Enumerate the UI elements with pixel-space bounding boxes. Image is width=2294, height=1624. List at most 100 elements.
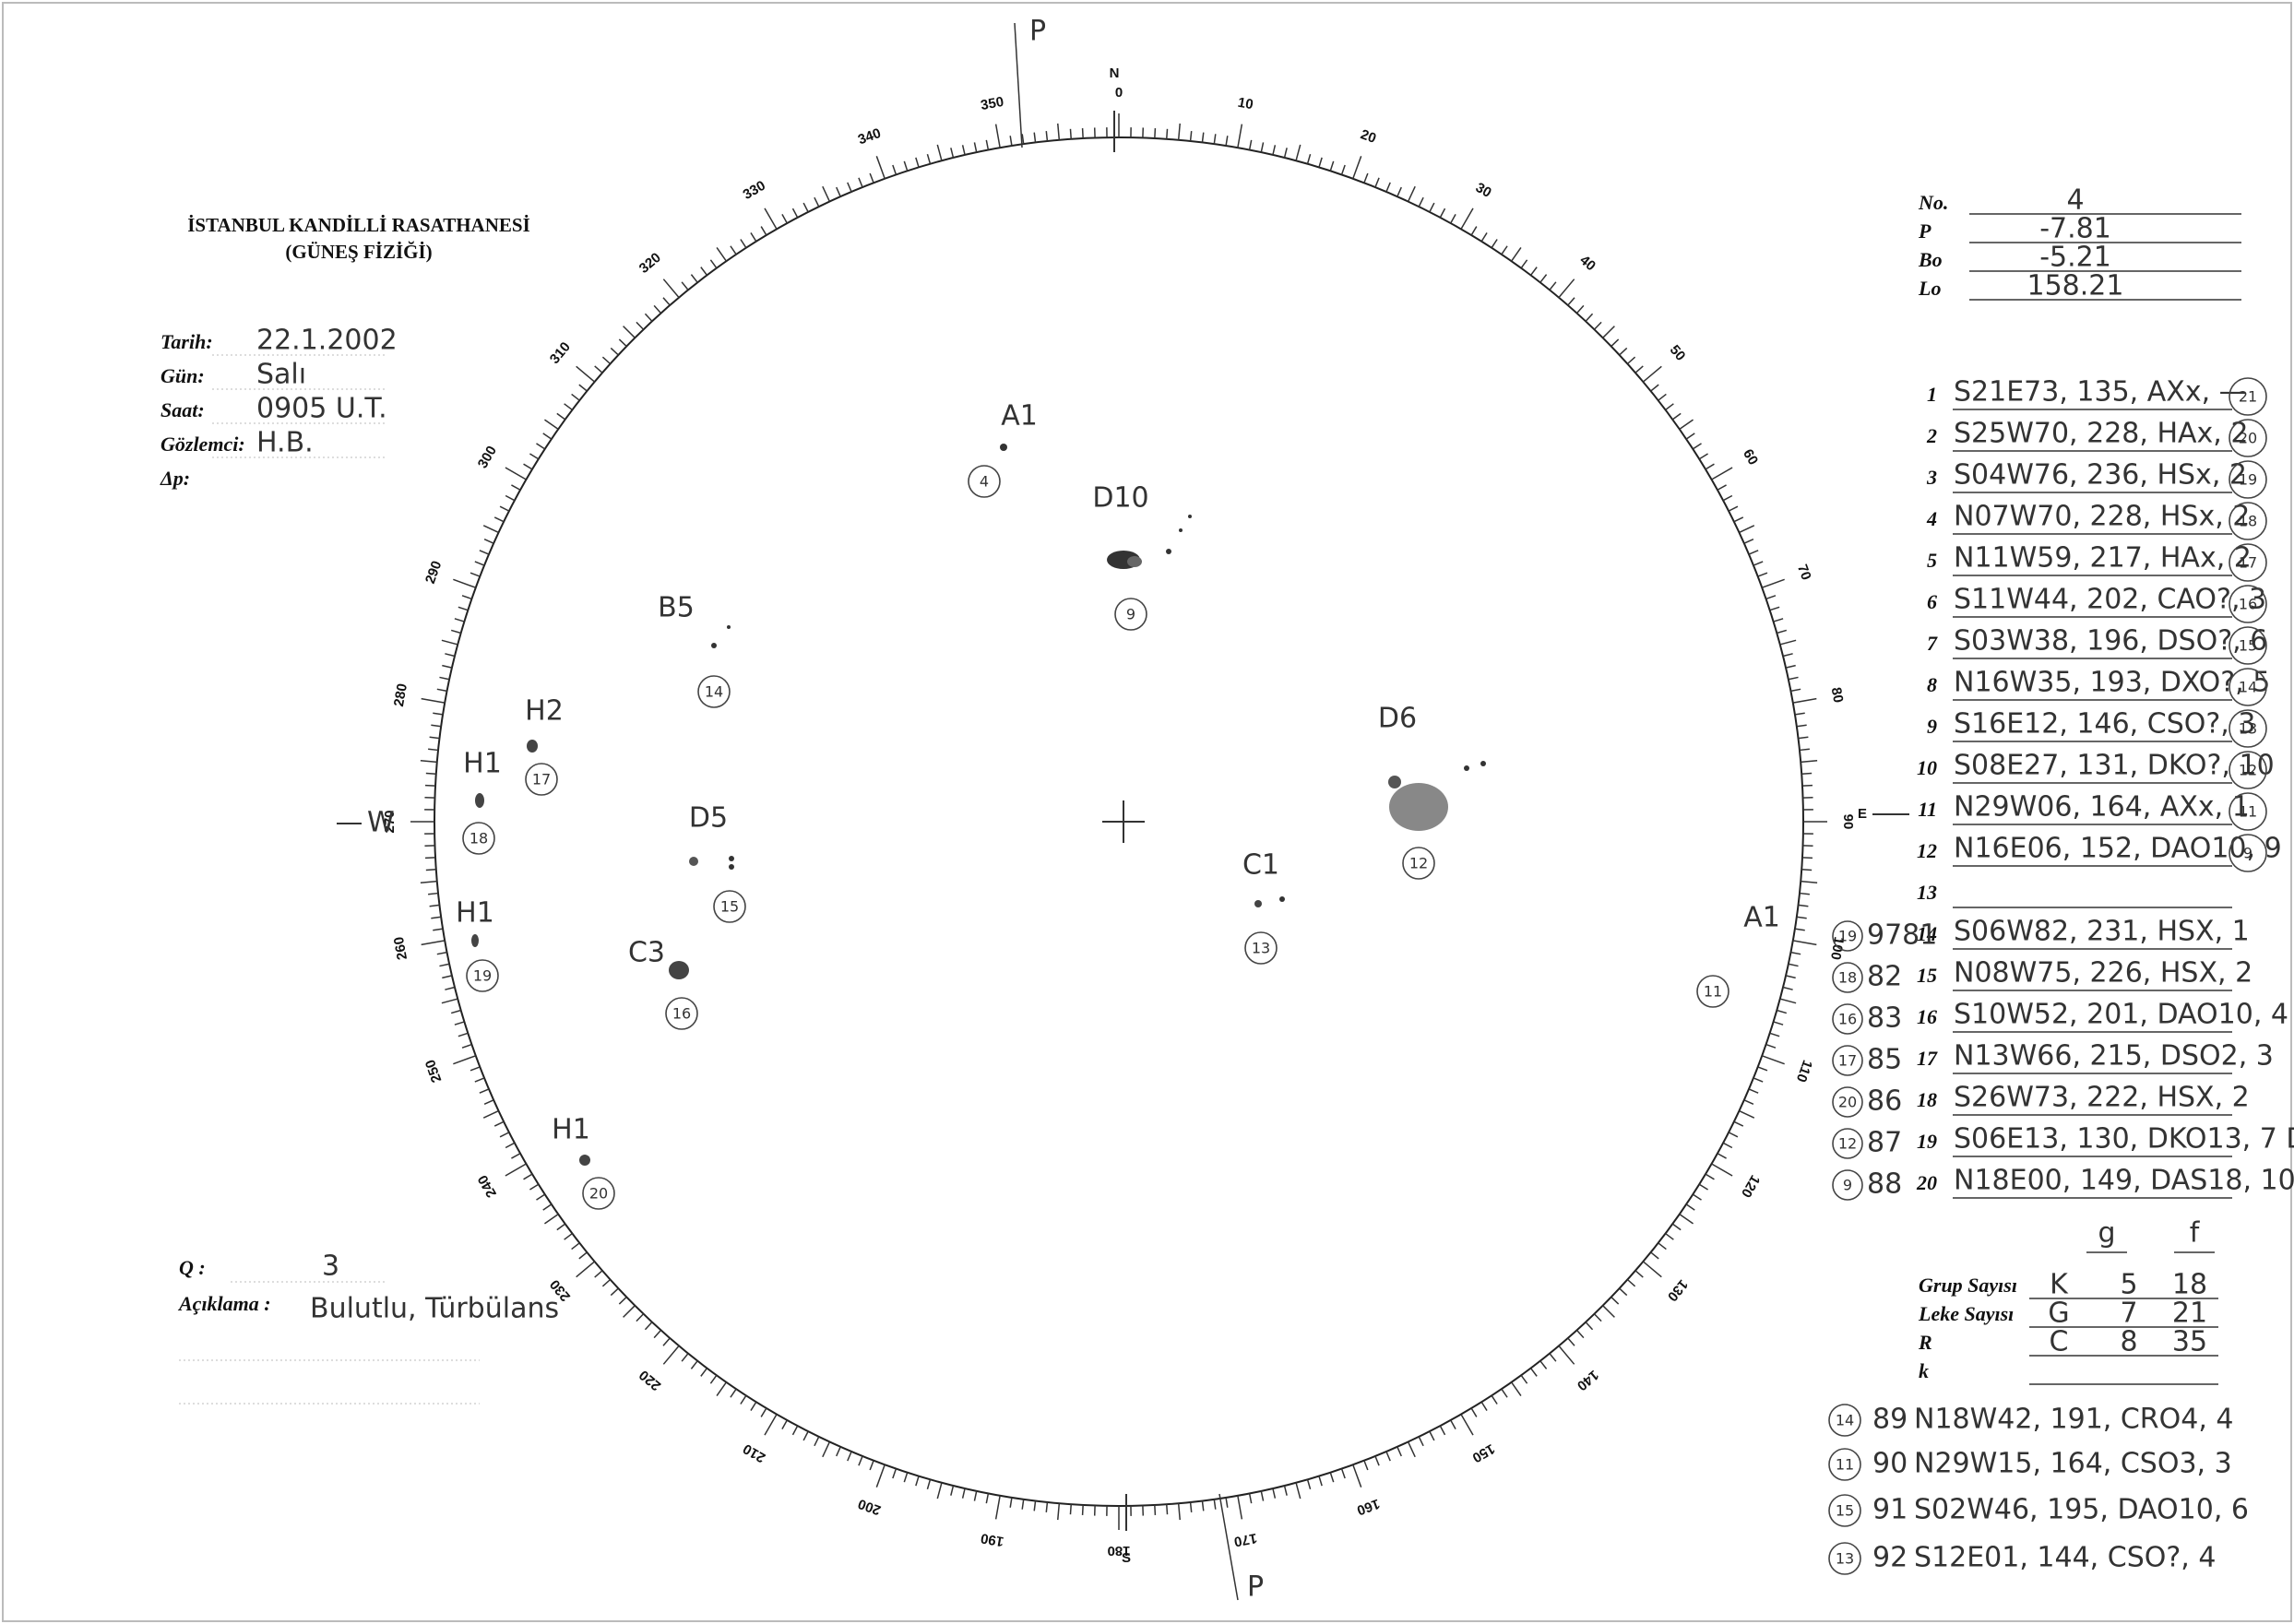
quality-label: Q :	[179, 1256, 206, 1279]
dial-tick	[571, 393, 580, 401]
circled-number	[1832, 1045, 1863, 1076]
dial-tick	[1491, 239, 1498, 249]
sunspot	[1389, 783, 1448, 831]
dial-tick	[429, 904, 440, 907]
dial-tick	[1799, 892, 1810, 895]
circled-number-text: 11	[1704, 983, 1722, 1001]
dial-tick	[445, 986, 456, 990]
dial-tick	[458, 1032, 469, 1037]
sunspot	[527, 740, 538, 753]
dial-tick	[1306, 153, 1312, 164]
circled-number	[1832, 920, 1863, 952]
dial-label: 190	[980, 1530, 1005, 1549]
dial-tick	[1558, 279, 1575, 299]
dial-tick	[425, 772, 436, 775]
count-label: k	[1919, 1359, 1929, 1382]
dial-tick	[1698, 1183, 1708, 1191]
circled-number	[1828, 1448, 1861, 1481]
group-number: 10	[1917, 756, 1937, 779]
dial-tick	[505, 1163, 527, 1177]
dial-tick	[1352, 156, 1362, 180]
group-number: 17	[1917, 1047, 1938, 1070]
group-label: H1	[463, 748, 502, 780]
dial-tick	[511, 484, 521, 491]
dial-tick	[994, 124, 1001, 148]
dial-tick	[542, 1203, 553, 1211]
dial-tick	[1418, 196, 1424, 207]
dial-tick	[576, 365, 596, 383]
dial-tick	[483, 539, 494, 544]
dial-tick	[1470, 226, 1478, 236]
note-entry: S02W46, 195, DAO10, 6	[1914, 1494, 2249, 1526]
dial-tick	[493, 516, 505, 523]
dial-tick	[1642, 365, 1662, 383]
field-value: 22.1.2002	[256, 325, 398, 357]
dial-tick	[1739, 525, 1755, 534]
dial-tick	[1318, 157, 1323, 168]
dial-tick	[1213, 1499, 1217, 1510]
dial-tick	[1717, 1153, 1727, 1159]
circled-number-text: 18	[469, 830, 488, 848]
dial-tick	[764, 207, 778, 230]
dial-tick	[544, 419, 559, 431]
dial-tick	[1397, 186, 1402, 197]
note-number: 91	[1872, 1494, 1908, 1526]
remark-label: Açıklama :	[177, 1292, 271, 1315]
group-label: H1	[456, 897, 494, 930]
dial-tick	[740, 1394, 747, 1405]
dial-tick	[1501, 245, 1508, 255]
circled-number	[2229, 543, 2267, 582]
dial-tick	[1779, 998, 1797, 1004]
circled-number	[1832, 962, 1863, 993]
circled-number	[1114, 598, 1147, 631]
group-label: C3	[628, 937, 665, 969]
group-number: 16	[1917, 1005, 1937, 1028]
circled-number	[1832, 1086, 1863, 1118]
dial-tick	[781, 1419, 788, 1429]
dial-tick	[781, 214, 788, 224]
dial-tick	[1374, 1455, 1380, 1466]
dial-tick	[961, 145, 966, 156]
sunspot	[727, 625, 731, 629]
circled-number	[1832, 1128, 1863, 1159]
dial-tick	[1585, 1322, 1594, 1331]
circled-number-text: 11	[2239, 803, 2257, 821]
dial-tick	[1792, 697, 1817, 704]
note-number: 90	[1872, 1448, 1908, 1480]
group-entry: S16E12, 146, CSO?, 3	[1954, 708, 2255, 741]
dial-tick	[1480, 232, 1488, 243]
sunspot	[1480, 761, 1486, 766]
sunspot	[689, 857, 698, 866]
group-number: 9	[1927, 715, 1937, 738]
dial-tick	[1769, 606, 1780, 611]
circled-number	[2229, 377, 2267, 416]
dial-tick	[1069, 128, 1072, 139]
dial-tick	[1671, 412, 1682, 421]
dial-tick	[1081, 127, 1084, 139]
group-label: D5	[689, 802, 728, 835]
sunspot	[1464, 765, 1469, 771]
circled-number	[713, 890, 746, 923]
circled-number	[2229, 792, 2267, 831]
field-label: Gün:	[160, 364, 205, 387]
dial-tick	[1201, 1500, 1205, 1511]
group-number: 20	[1916, 1171, 1937, 1194]
north-label: N	[1110, 65, 1120, 81]
dial-tick	[542, 433, 553, 440]
dial-tick	[1549, 281, 1557, 290]
dial-tick	[1575, 1329, 1585, 1339]
count-value: 18	[2172, 1269, 2207, 1301]
circled-number-text: 15	[2239, 637, 2257, 655]
dial-tick	[431, 916, 442, 919]
dial-tick	[1779, 639, 1797, 646]
dial-tick	[1602, 1305, 1615, 1318]
dial-tick	[662, 297, 671, 306]
dial-tick	[1033, 1500, 1037, 1511]
dial-tick	[1739, 1109, 1755, 1119]
dial-tick	[623, 326, 636, 338]
dial-tick	[1748, 1088, 1759, 1094]
dial-tick	[1722, 1142, 1733, 1149]
dial-tick	[482, 1109, 499, 1119]
dial-tick	[1698, 453, 1708, 460]
